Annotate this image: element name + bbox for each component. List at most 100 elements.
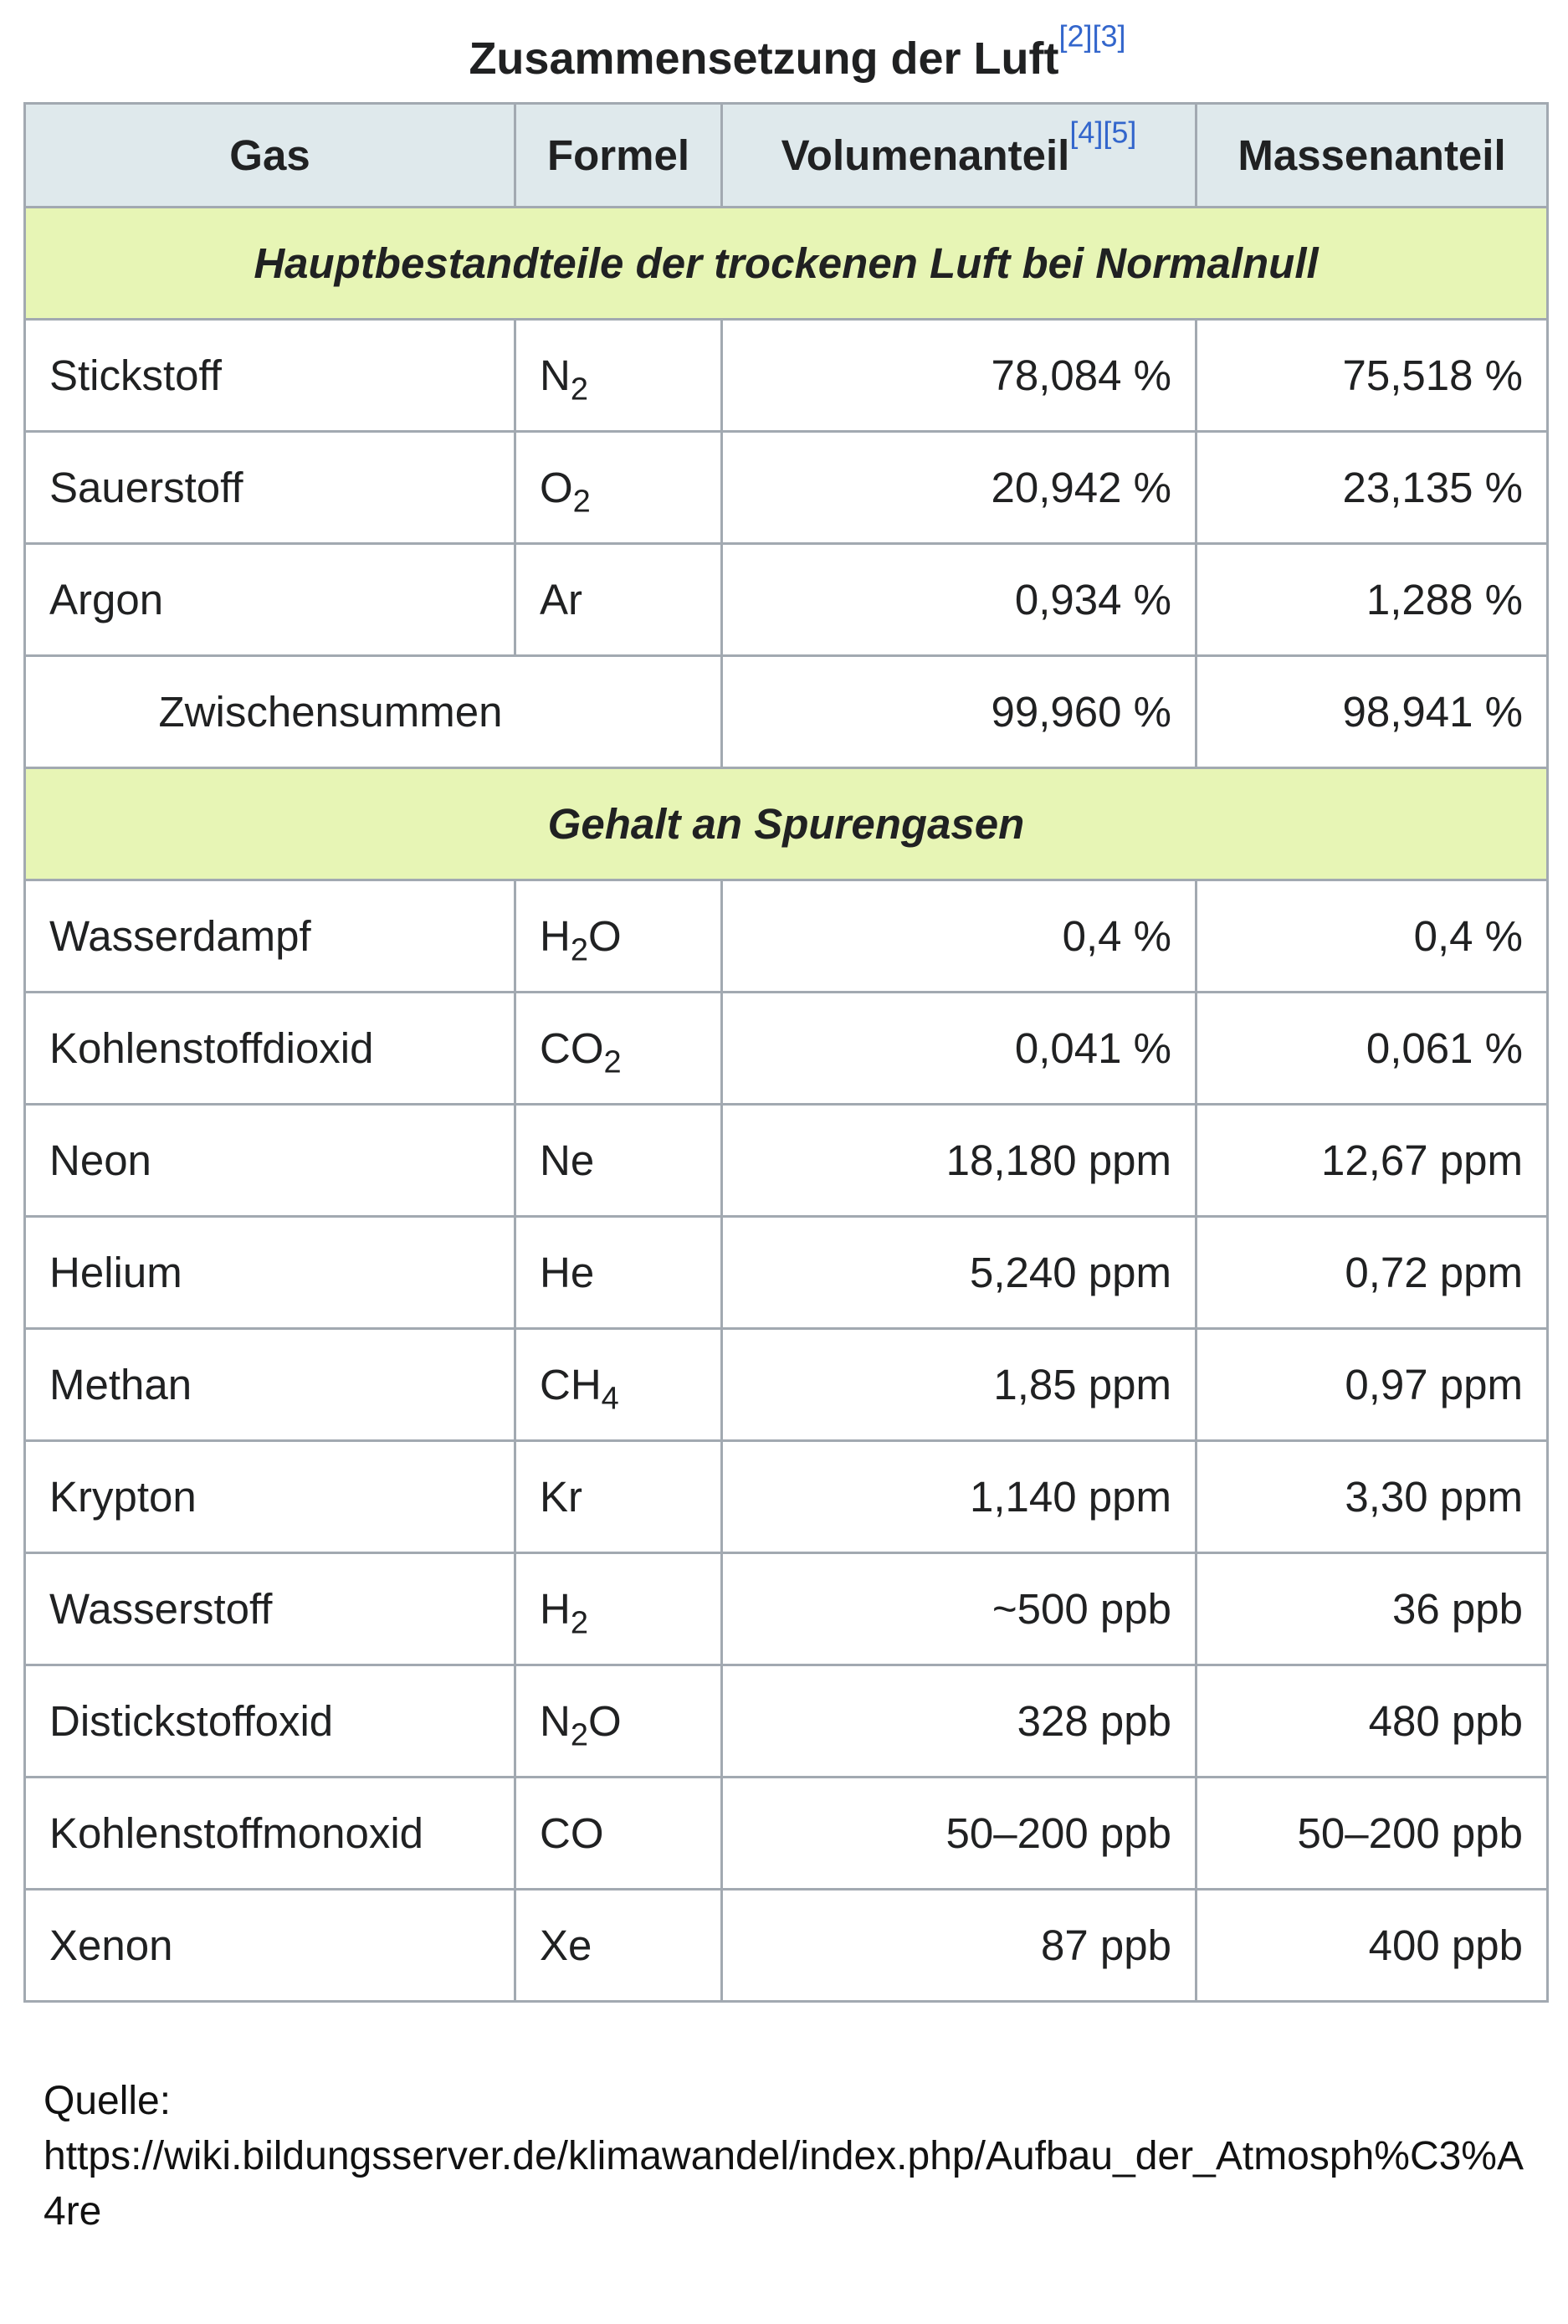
header-row: Gas Formel Volumenanteil[4][5] Massenant…	[23, 102, 1549, 208]
cell-formel: H2O	[514, 879, 723, 993]
table-row: Distickstoffoxid N2O 328 ppb 480 ppb	[23, 1664, 1549, 1778]
cell-massenanteil: 0,061 %	[1195, 991, 1549, 1106]
section-title-trace: Gehalt an Spurengasen	[23, 767, 1549, 881]
cell-volumenanteil: 0,041 %	[720, 991, 1197, 1106]
header-volumenanteil-label: Volumenanteil	[781, 131, 1070, 179]
cell-massenanteil: 3,30 ppm	[1195, 1439, 1549, 1554]
formula-part: Kr	[540, 1473, 582, 1521]
table-caption: Zusammensetzung der Luft[2][3]	[23, 21, 1546, 102]
cell-gas: Neon	[23, 1103, 516, 1218]
cell-gas: Argon	[23, 542, 516, 657]
formula-part: CO	[540, 1809, 604, 1857]
table-row: Methan CH4 1,85 ppm 0,97 ppm	[23, 1327, 1549, 1442]
cell-volumenanteil: ~500 ppb	[720, 1552, 1197, 1666]
formula-part: O	[587, 912, 622, 960]
header-gas: Gas	[23, 102, 516, 208]
subtotal-label: Zwischensummen	[23, 654, 723, 769]
cell-volumenanteil: 87 ppb	[720, 1888, 1197, 2003]
cell-gas: Wasserstoff	[23, 1552, 516, 1666]
cell-formel: N2O	[514, 1664, 723, 1778]
ref-link-3[interactable]: [3]	[1092, 18, 1126, 54]
source-url: https://wiki.bildungsserver.de/klimawand…	[44, 2134, 1524, 2234]
cell-volumenanteil: 0,4 %	[720, 879, 1197, 993]
cell-formel: CO	[514, 1776, 723, 1890]
section-row-trace: Gehalt an Spurengasen	[23, 767, 1549, 881]
cell-massenanteil: 0,72 ppm	[1195, 1215, 1549, 1330]
cell-gas: Helium	[23, 1215, 516, 1330]
table-row: Stickstoff N2 78,084 % 75,518 %	[23, 318, 1549, 433]
cell-massenanteil: 0,4 %	[1195, 879, 1549, 993]
table-row: Krypton Kr 1,140 ppm 3,30 ppm	[23, 1439, 1549, 1554]
cell-formel: He	[514, 1215, 723, 1330]
cell-volumenanteil: 18,180 ppm	[720, 1103, 1197, 1218]
header-massenanteil: Massenanteil	[1195, 102, 1549, 208]
caption-title: Zusammensetzung der Luft	[469, 33, 1059, 84]
cell-massenanteil: 50–200 ppb	[1195, 1776, 1549, 1890]
cell-gas: Kohlenstoffdioxid	[23, 991, 516, 1106]
cell-massenanteil: 0,97 ppm	[1195, 1327, 1549, 1442]
cell-formel: O2	[514, 430, 723, 545]
cell-gas: Methan	[23, 1327, 516, 1442]
cell-formel: Ne	[514, 1103, 723, 1218]
table-row: Kohlenstoffmonoxid CO 50–200 ppb 50–200 ppb	[23, 1776, 1549, 1890]
header-formel: Formel	[514, 102, 723, 208]
air-composition-table: Gas Formel Volumenanteil[4][5] Massenant…	[23, 102, 1549, 2003]
cell-massenanteil: 23,135 %	[1195, 430, 1549, 545]
caption-refs: [2][3]	[1059, 19, 1126, 54]
formula-subscript: 2	[572, 484, 591, 520]
cell-massenanteil: 400 ppb	[1195, 1888, 1549, 2003]
table-row: Argon Ar 0,934 % 1,288 %	[23, 542, 1549, 657]
cell-volumenanteil: 20,942 %	[720, 430, 1197, 545]
ref-link-5[interactable]: [5]	[1103, 115, 1137, 150]
formula-part: Ar	[540, 576, 582, 623]
subtotal-volumen: 99,960 %	[720, 654, 1197, 769]
table-body: Hauptbestandteile der trockenen Luft bei…	[23, 206, 1549, 2003]
cell-gas: Xenon	[23, 1888, 516, 2003]
subtotal-masse: 98,941 %	[1195, 654, 1549, 769]
table-row: Wasserstoff H2 ~500 ppb 36 ppb	[23, 1552, 1549, 1666]
formula-part: Ne	[540, 1136, 595, 1184]
formula-part: He	[540, 1249, 595, 1296]
formula-part: N	[540, 1697, 571, 1745]
cell-volumenanteil: 328 ppb	[720, 1664, 1197, 1778]
source-label: Quelle:	[44, 2079, 172, 2123]
table-row: Xenon Xe 87 ppb 400 ppb	[23, 1888, 1549, 2003]
cell-volumenanteil: 1,85 ppm	[720, 1327, 1197, 1442]
cell-volumenanteil: 0,934 %	[720, 542, 1197, 657]
cell-volumenanteil: 50–200 ppb	[720, 1776, 1197, 1890]
table-row: Wasserdampf H2O 0,4 % 0,4 %	[23, 879, 1549, 993]
source-note: Quelle: https://wiki.bildungsserver.de/k…	[44, 2074, 1541, 2239]
formula-subscript: 2	[570, 932, 588, 968]
section-row-main: Hauptbestandteile der trockenen Luft bei…	[23, 206, 1549, 321]
cell-volumenanteil: 5,240 ppm	[720, 1215, 1197, 1330]
header-volumenanteil: Volumenanteil[4][5]	[720, 102, 1197, 208]
cell-volumenanteil: 1,140 ppm	[720, 1439, 1197, 1554]
cell-formel: Kr	[514, 1439, 723, 1554]
formula-subscript: 4	[601, 1381, 619, 1417]
section-title-main: Hauptbestandteile der trockenen Luft bei…	[23, 206, 1549, 321]
ref-link-2[interactable]: [2]	[1058, 18, 1093, 54]
formula-subscript: 2	[570, 1605, 588, 1641]
formula-subscript: 2	[570, 372, 588, 408]
composition-table-container: Zusammensetzung der Luft[2][3] Gas Forme…	[23, 21, 1549, 2003]
cell-massenanteil: 1,288 %	[1195, 542, 1549, 657]
formula-part: CO	[540, 1024, 604, 1072]
cell-gas: Stickstoff	[23, 318, 516, 433]
formula-part: O	[587, 1697, 622, 1745]
cell-formel: N2	[514, 318, 723, 433]
ref-link-4[interactable]: [4]	[1069, 115, 1104, 150]
cell-formel: CH4	[514, 1327, 723, 1442]
cell-gas: Sauerstoff	[23, 430, 516, 545]
cell-massenanteil: 480 ppb	[1195, 1664, 1549, 1778]
cell-formel: H2	[514, 1552, 723, 1666]
cell-formel: CO2	[514, 991, 723, 1106]
formula-part: H	[540, 1585, 571, 1633]
cell-formel: Xe	[514, 1888, 723, 2003]
subtotal-row: Zwischensummen 99,960 % 98,941 %	[23, 654, 1549, 769]
formula-subscript: 2	[570, 1717, 588, 1753]
formula-part: N	[540, 351, 571, 399]
cell-gas: Distickstoffoxid	[23, 1664, 516, 1778]
table-row: Kohlenstoffdioxid CO2 0,041 % 0,061 %	[23, 991, 1549, 1106]
cell-volumenanteil: 78,084 %	[720, 318, 1197, 433]
cell-gas: Kohlenstoffmonoxid	[23, 1776, 516, 1890]
